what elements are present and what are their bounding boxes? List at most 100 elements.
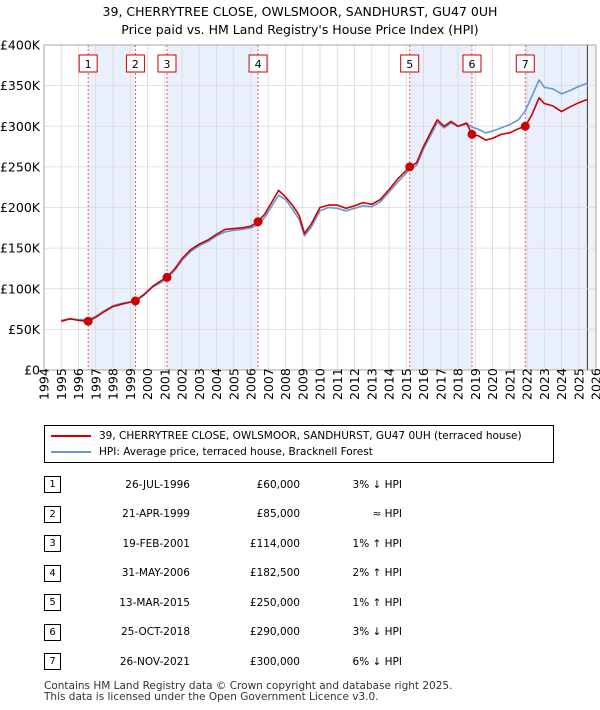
sale-number-box <box>78 54 98 73</box>
sale-point <box>467 129 477 139</box>
chart-title: 39, CHERRYTREE CLOSE, OWLSMOOR, SANDHURS… <box>102 4 498 19</box>
transaction-number-cell: 2 <box>44 500 80 530</box>
sale-point <box>130 296 140 306</box>
transaction-price: £114,000 <box>249 537 300 550</box>
transaction-number: 4 <box>44 564 61 582</box>
transaction-number-cell: 6 <box>44 618 80 648</box>
sale-number-label: 7 <box>522 58 529 71</box>
legend-swatch-hpi <box>51 451 91 453</box>
y-tick-label: £300K <box>0 119 41 134</box>
x-tick-label: 2001 <box>157 368 172 400</box>
x-tick-label: 2013 <box>364 368 379 400</box>
x-tick-label: 2007 <box>261 368 276 400</box>
x-tick-label: 2024 <box>554 368 569 400</box>
transaction-number: 3 <box>44 535 61 553</box>
legend-item-property: 39, CHERRYTREE CLOSE, OWLSMOOR, SANDHURS… <box>51 430 522 442</box>
transaction-price: £182,500 <box>249 567 300 580</box>
x-tick-label: 2014 <box>382 368 397 400</box>
sale-number-label: 4 <box>255 58 262 71</box>
y-tick-label: £100K <box>0 281 41 296</box>
sale-number-box <box>248 54 268 73</box>
legend-item-hpi: HPI: Average price, terraced house, Brac… <box>51 446 373 458</box>
sale-number-box <box>400 54 420 73</box>
sale-point <box>253 217 263 227</box>
x-tick-label: 2025 <box>571 368 586 400</box>
transaction-price: £290,000 <box>249 626 300 639</box>
x-tick-label: 2020 <box>485 368 500 400</box>
transaction-date: 31-MAY-2006 <box>121 567 190 580</box>
sale-number-label: 1 <box>85 58 92 71</box>
sale-point <box>83 316 93 326</box>
sale-number-label: 3 <box>163 58 170 71</box>
legend-label-hpi: HPI: Average price, terraced house, Brac… <box>99 446 373 458</box>
x-tick-label: 2008 <box>278 368 293 400</box>
y-tick-label: £0 <box>24 363 40 378</box>
footer: Contains HM Land Registry data © Crown c… <box>44 681 452 703</box>
x-tick-label: 2016 <box>416 368 431 400</box>
x-tick-label: 2011 <box>330 368 345 400</box>
x-tick-label: 2002 <box>175 368 190 400</box>
transaction-date: 26-JUL-1996 <box>125 478 190 491</box>
transaction-hpi-diff: 1% ↑ HPI <box>352 596 402 609</box>
x-tick-label: 1996 <box>71 368 86 400</box>
x-tick-label: 2018 <box>451 368 466 400</box>
sale-number-box <box>125 54 145 73</box>
transaction-date: 19-FEB-2001 <box>122 537 190 550</box>
y-tick-label: £150K <box>0 241 41 256</box>
transaction-price: £300,000 <box>249 655 300 668</box>
transaction-price: £85,000 <box>256 508 300 521</box>
transaction-row: 7 26-NOV-2021 £300,000 6% ↓ HPI <box>44 647 402 677</box>
sale-point <box>162 272 172 282</box>
x-tick-label: 2022 <box>520 368 535 400</box>
sale-point <box>520 121 530 131</box>
transaction-row: 3 19-FEB-2001 £114,000 1% ↑ HPI <box>44 529 402 559</box>
x-tick-label: 2021 <box>502 368 517 400</box>
x-tick-label: 2012 <box>347 368 362 400</box>
transaction-hpi-diff: 3% ↓ HPI <box>352 478 402 491</box>
x-tick-label: 1995 <box>54 368 69 400</box>
y-tick-label: £200K <box>0 200 41 215</box>
x-tick-label: 2023 <box>537 368 552 400</box>
transaction-price: £60,000 <box>256 478 300 491</box>
transactions-table: 1 26-JUL-1996 £60,000 3% ↓ HPI 2 21-APR-1999 £… <box>44 470 402 677</box>
transaction-row: 6 25-OCT-2018 £290,000 3% ↓ HPI <box>44 618 402 648</box>
x-tick-label: 2009 <box>295 368 310 400</box>
x-tick-label: 2015 <box>399 368 414 400</box>
transaction-number: 2 <box>44 505 61 523</box>
transaction-date: 21-APR-1999 <box>122 508 190 521</box>
sale-number-label: 5 <box>406 58 413 71</box>
x-tick-label: 2005 <box>226 368 241 400</box>
price-chart: 1 2 3 4 5 6 7 £0 £50K £100K £150K £200K £250K £300K £… <box>0 38 600 401</box>
transaction-number-cell: 1 <box>44 470 80 500</box>
transaction-hpi-diff: 1% ↑ HPI <box>352 537 402 550</box>
transaction-date: 26-NOV-2021 <box>119 655 190 668</box>
transaction-row: 5 13-MAR-2015 £250,000 1% ↑ HPI <box>44 588 402 618</box>
transaction-date: 13-MAR-2015 <box>119 596 190 609</box>
transaction-number: 6 <box>44 623 61 641</box>
chart-subtitle: Price paid vs. HM Land Registry's House … <box>121 22 479 37</box>
transaction-row: 2 21-APR-1999 £85,000 ≈ HPI <box>44 500 402 530</box>
sale-number-box <box>515 54 535 73</box>
transaction-number-cell: 5 <box>44 588 80 618</box>
transaction-number: 5 <box>44 594 61 612</box>
sale-number-label: 2 <box>132 58 139 71</box>
property-price-line <box>61 97 588 323</box>
x-tick-label: 2000 <box>140 368 155 400</box>
transaction-number-cell: 4 <box>44 559 80 589</box>
transaction-number-cell: 7 <box>44 647 80 677</box>
transaction-price: £250,000 <box>249 596 300 609</box>
footer-copyright: Contains HM Land Registry data © Crown c… <box>44 680 453 692</box>
x-tick-label: 2006 <box>244 368 259 400</box>
sale-number-box <box>157 54 177 73</box>
transaction-hpi-diff: 6% ↓ HPI <box>352 655 402 668</box>
transaction-hpi-diff: ≈ HPI <box>372 508 402 521</box>
transaction-row: 4 31-MAY-2006 £182,500 2% ↑ HPI <box>44 559 402 589</box>
transaction-row: 1 26-JUL-1996 £60,000 3% ↓ HPI <box>44 470 402 500</box>
transaction-hpi-diff: 2% ↑ HPI <box>352 567 402 580</box>
y-tick-label: £350K <box>0 78 41 93</box>
y-tick-label: £50K <box>8 322 41 337</box>
plot-frame <box>43 44 597 371</box>
x-tick-label: 1999 <box>123 368 138 400</box>
x-tick-label: 1998 <box>106 368 121 400</box>
y-tick-label: £250K <box>0 159 41 174</box>
